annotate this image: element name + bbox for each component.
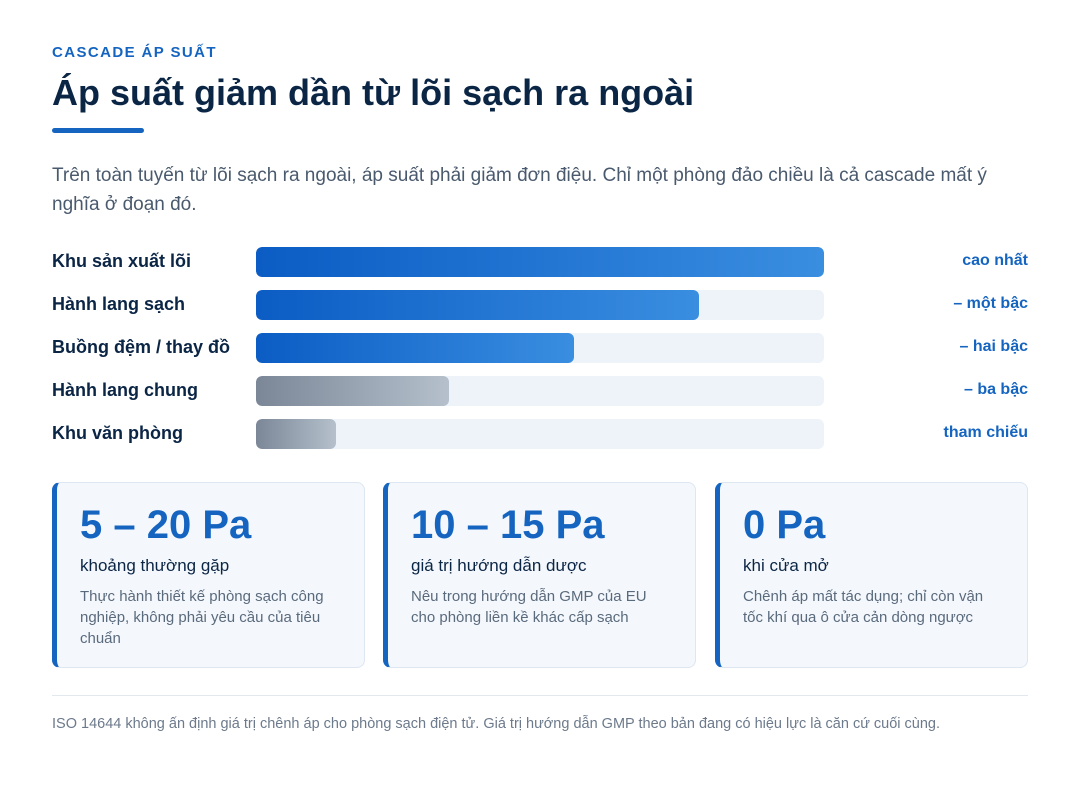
cascade-row-tag: tham chiếu (943, 424, 1028, 441)
cascade-row: Khu văn phòng tham chiếu (52, 419, 1028, 449)
pressure-value-cards: 5 – 20 Pa khoảng thường gặp Thực hành th… (52, 482, 1028, 668)
cascade-row-label: Khu văn phòng (52, 423, 183, 443)
intro-paragraph: Trên toàn tuyến từ lõi sạch ra ngoài, áp… (52, 165, 987, 215)
card-description: Thực hành thiết kế phòng sạch công nghiệ… (80, 588, 324, 647)
card-description: Nêu trong hướng dẫn GMP của EU cho phòng… (411, 588, 647, 626)
door-open-card: 0 Pa khi cửa mở Chênh áp mất tác dụng; c… (715, 482, 1028, 668)
typical-range-card: 5 – 20 Pa khoảng thường gặp Thực hành th… (52, 482, 365, 668)
card-subtitle: giá trị hướng dẫn dược (411, 556, 587, 575)
cascade-row: Khu sản xuất lõi cao nhất (52, 247, 1028, 277)
cascade-row: Buồng đệm / thay đồ – hai bậc (52, 333, 1028, 363)
pressure-cascade-list: Khu sản xuất lõi cao nhất Hành lang sạch… (52, 247, 1028, 462)
pressure-bar-fill (256, 247, 824, 277)
card-value: 10 – 15 Pa (411, 503, 605, 547)
cascade-row-tag: – một bậc (953, 295, 1028, 312)
footnote: ISO 14644 không ấn định giá trị chênh áp… (52, 716, 941, 732)
card-value: 5 – 20 Pa (80, 503, 252, 547)
cascade-row-tag: – ba bậc (963, 381, 1028, 398)
cascade-row-label: Khu sản xuất lõi (52, 251, 192, 271)
cascade-row-label: Hành lang chung (52, 380, 198, 400)
card-subtitle: khi cửa mở (743, 556, 829, 575)
cascade-row-tag: cao nhất (962, 252, 1028, 269)
pressure-bar-track (256, 247, 824, 277)
card-description: Chênh áp mất tác dụng; chỉ còn vận tốc k… (743, 588, 984, 626)
cascade-row: Hành lang sạch – một bậc (52, 290, 1028, 320)
cascade-row-label: Hành lang sạch (52, 294, 186, 314)
pressure-bar-fill (256, 333, 575, 363)
pressure-bar-fill (256, 290, 700, 320)
cascade-row-tag: – hai bậc (959, 338, 1028, 355)
pressure-bar-track (256, 333, 824, 363)
pressure-bar-fill (256, 376, 450, 406)
pressure-bar-track (256, 376, 824, 406)
card-value: 0 Pa (743, 503, 826, 547)
cascade-row-label: Buồng đệm / thay đồ (52, 337, 230, 357)
title-underline (52, 128, 144, 133)
cascade-row: Hành lang chung – ba bậc (52, 376, 1028, 406)
page-title: Áp suất giảm dần từ lõi sạch ra ngoài (52, 72, 695, 113)
pressure-bar-track (256, 290, 824, 320)
gmp-guidance-card: 10 – 15 Pa giá trị hướng dẫn dược Nêu tr… (383, 482, 696, 668)
footer-divider (52, 695, 1028, 696)
card-subtitle: khoảng thường gặp (80, 556, 230, 575)
section-eyebrow: CASCADE ÁP SUẤT (52, 44, 217, 61)
pressure-bar-fill (256, 419, 336, 449)
pressure-bar-track (256, 419, 824, 449)
